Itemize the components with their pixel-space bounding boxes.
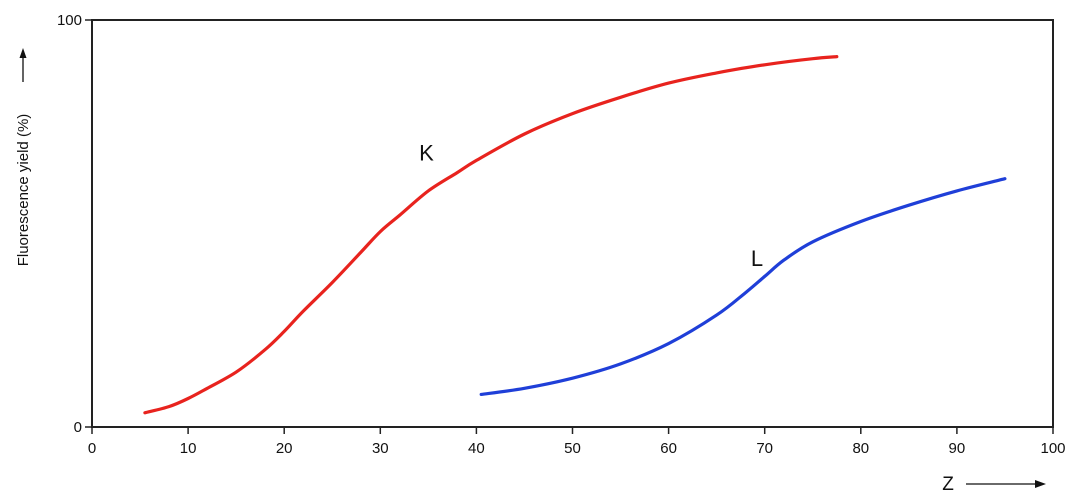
series-line-l — [479, 177, 1007, 396]
x-tick-label: 80 — [852, 440, 869, 457]
x-axis-label: Z — [942, 474, 954, 493]
x-tick-label: 30 — [372, 440, 389, 457]
series-line-k — [143, 55, 839, 415]
series-label-l: L — [751, 246, 763, 271]
x-tick-label: 0 — [88, 440, 96, 457]
y-axis-arrow — [19, 48, 27, 82]
y-tick-label: 100 — [57, 12, 82, 29]
x-tick-label: 90 — [949, 440, 966, 457]
x-tick-label: 50 — [564, 440, 581, 457]
series-label-k: K — [419, 140, 434, 165]
x-axis-ticks: 0 10 20 30 40 50 60 70 80 90 100 — [88, 427, 1066, 457]
x-tick-label: 10 — [180, 440, 197, 457]
x-tick-label: 60 — [660, 440, 677, 457]
x-tick-label: 70 — [756, 440, 773, 457]
series-layer — [143, 55, 1007, 415]
x-tick-label: 40 — [468, 440, 485, 457]
series-labels: KL — [419, 140, 763, 271]
y-tick-label: 0 — [74, 419, 82, 436]
y-axis-label: Fluorescence yield (%) — [15, 114, 32, 267]
x-axis-arrow — [966, 480, 1046, 488]
y-axis-ticks: 0 100 — [57, 12, 92, 436]
x-tick-label: 20 — [276, 440, 293, 457]
x-tick-label: 100 — [1040, 440, 1065, 457]
y-axis-title: Fluorescence yield (%) — [15, 114, 32, 267]
plot-frame — [91, 19, 1054, 428]
